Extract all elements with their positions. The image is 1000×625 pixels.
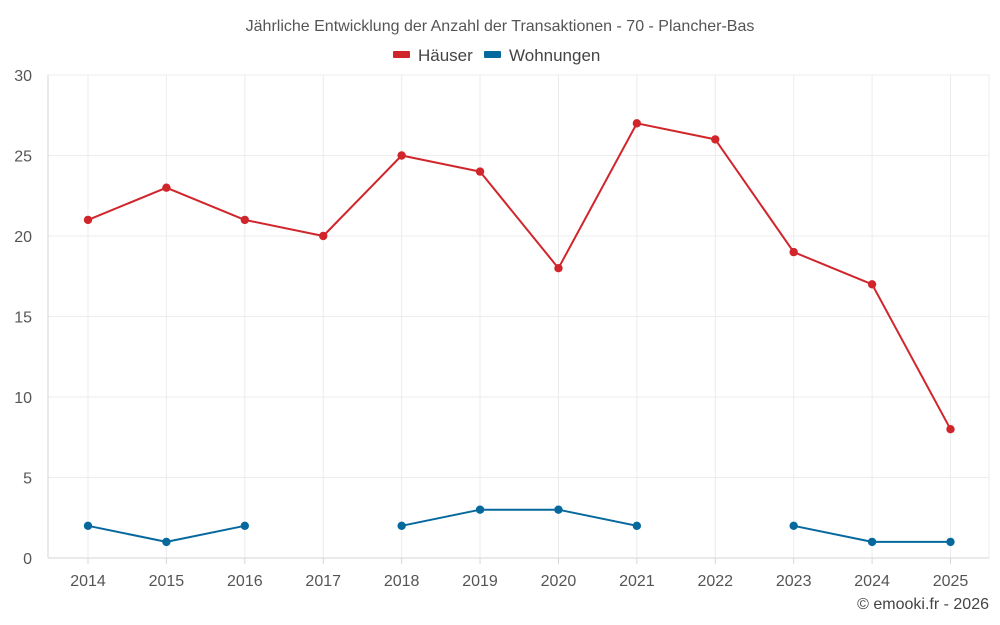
y-tick-label: 20 bbox=[14, 229, 32, 246]
data-point-haeuser[interactable] bbox=[83, 215, 93, 225]
data-point-haeuser[interactable] bbox=[554, 264, 563, 273]
data-point-haeuser[interactable] bbox=[240, 215, 250, 225]
x-tick-label: 2022 bbox=[697, 573, 733, 590]
grid bbox=[48, 74, 990, 558]
data-point-wohnungen[interactable] bbox=[397, 521, 406, 530]
data-point-wohnungen[interactable] bbox=[162, 537, 171, 547]
x-axis-ticks: 2014 2015 2016 2017 2018 2019 2020 2021 2022 2023… bbox=[70, 573, 968, 590]
x-tick-label: 2023 bbox=[776, 573, 812, 590]
data-point-haeuser[interactable] bbox=[162, 183, 171, 192]
data-point-haeuser[interactable] bbox=[711, 135, 720, 144]
data-point-haeuser[interactable] bbox=[867, 280, 877, 289]
series-line-wohnungen bbox=[401, 508, 638, 527]
data-point-haeuser[interactable] bbox=[319, 231, 328, 241]
data-point-haeuser[interactable] bbox=[475, 167, 485, 176]
copyright-credit: © emooki.fr - 2026 bbox=[857, 596, 989, 613]
data-point-wohnungen[interactable] bbox=[83, 521, 93, 530]
x-tick-label: 2018 bbox=[384, 573, 420, 590]
legend-label-haeuser[interactable]: Häuser bbox=[418, 46, 473, 65]
series-haeuser bbox=[83, 119, 955, 434]
data-point-haeuser[interactable] bbox=[946, 425, 955, 434]
legend: Häuser Wohnungen bbox=[393, 46, 600, 65]
x-tick-label: 2017 bbox=[305, 573, 341, 590]
data-point-wohnungen[interactable] bbox=[789, 521, 798, 530]
x-tick-label: 2016 bbox=[227, 573, 263, 590]
x-tick-label: 2025 bbox=[933, 573, 969, 590]
y-tick-label: 25 bbox=[14, 149, 32, 166]
data-point-haeuser[interactable] bbox=[397, 151, 406, 160]
data-point-wohnungen[interactable] bbox=[867, 537, 877, 547]
data-point-wohnungen[interactable] bbox=[632, 521, 642, 530]
x-tick-label: 2015 bbox=[149, 573, 185, 590]
legend-label-wohnungen[interactable]: Wohnungen bbox=[509, 46, 600, 65]
y-tick-label: 0 bbox=[23, 551, 32, 568]
legend-swatch-haeuser bbox=[393, 51, 410, 58]
x-tick-label: 2024 bbox=[854, 573, 890, 590]
data-point-wohnungen[interactable] bbox=[554, 505, 563, 514]
y-tick-label: 30 bbox=[14, 68, 32, 85]
data-point-wohnungen[interactable] bbox=[475, 505, 485, 514]
data-point-haeuser[interactable] bbox=[632, 119, 642, 128]
chart-title: Jährliche Entwicklung der Anzahl der Tra… bbox=[246, 18, 755, 35]
data-point-wohnungen[interactable] bbox=[240, 521, 250, 530]
x-tick-label: 2020 bbox=[541, 573, 577, 590]
x-tick-label: 2014 bbox=[70, 573, 106, 590]
x-tick-label: 2019 bbox=[462, 573, 498, 590]
x-tick-label: 2021 bbox=[619, 573, 655, 590]
data-point-haeuser[interactable] bbox=[789, 247, 798, 257]
y-tick-label: 15 bbox=[14, 310, 32, 327]
legend-swatch-wohnungen bbox=[484, 51, 501, 58]
y-tick-label: 10 bbox=[14, 390, 32, 407]
axes bbox=[47, 75, 989, 564]
series bbox=[83, 119, 955, 547]
data-point-wohnungen[interactable] bbox=[946, 537, 955, 547]
y-tick-label: 5 bbox=[23, 471, 32, 488]
y-axis-ticks: 0 5 10 15 20 25 30 bbox=[14, 68, 32, 568]
series-wohnungen bbox=[83, 505, 955, 547]
series-line-haeuser bbox=[87, 122, 952, 430]
